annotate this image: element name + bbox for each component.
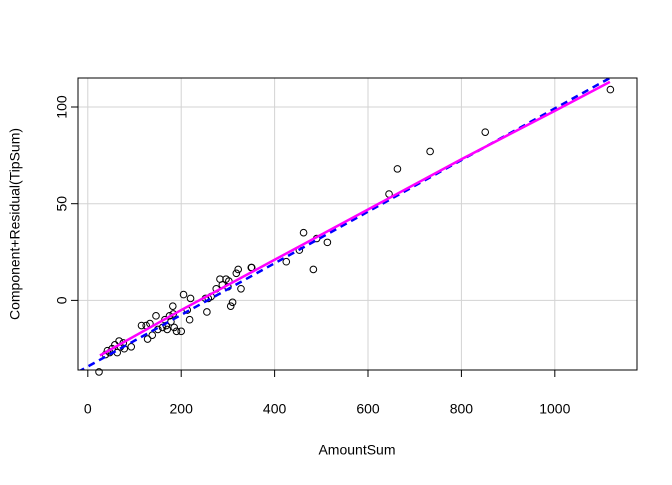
x-tick-label: 0: [84, 401, 92, 417]
point: [481, 128, 490, 136]
x-tick-label: 600: [356, 401, 380, 417]
point: [237, 284, 245, 293]
point: [170, 323, 179, 332]
fit-line: [99, 80, 611, 357]
point: [232, 269, 241, 278]
x-tick-label: 400: [263, 401, 287, 417]
point: [163, 325, 171, 334]
point: [143, 335, 152, 343]
point: [282, 257, 291, 266]
point: [234, 265, 242, 274]
point: [323, 238, 332, 247]
x-tick-label: 800: [450, 401, 474, 417]
point: [179, 290, 188, 299]
plot-frame: [77, 77, 638, 371]
point: [172, 327, 181, 336]
y-tick-label: 0: [54, 296, 70, 304]
point: [152, 312, 160, 320]
y-tick-label: 50: [54, 196, 70, 212]
point: [169, 302, 177, 310]
point: [186, 294, 195, 303]
point: [177, 327, 186, 336]
x-tick-label: 1000: [539, 401, 570, 417]
point: [228, 298, 237, 307]
x-axis-label: AmountSum: [318, 442, 395, 458]
point: [426, 147, 434, 156]
point: [137, 321, 146, 330]
point: [185, 315, 194, 324]
point: [226, 302, 235, 310]
point: [203, 308, 211, 316]
y-axis-label: Component+Residual(TipSum): [7, 128, 23, 320]
x-tick-label: 200: [170, 401, 194, 417]
point: [95, 368, 103, 376]
point: [299, 228, 308, 237]
point: [309, 265, 318, 274]
point: [606, 85, 615, 94]
y-tick-label: 100: [54, 95, 70, 119]
point: [393, 165, 402, 173]
